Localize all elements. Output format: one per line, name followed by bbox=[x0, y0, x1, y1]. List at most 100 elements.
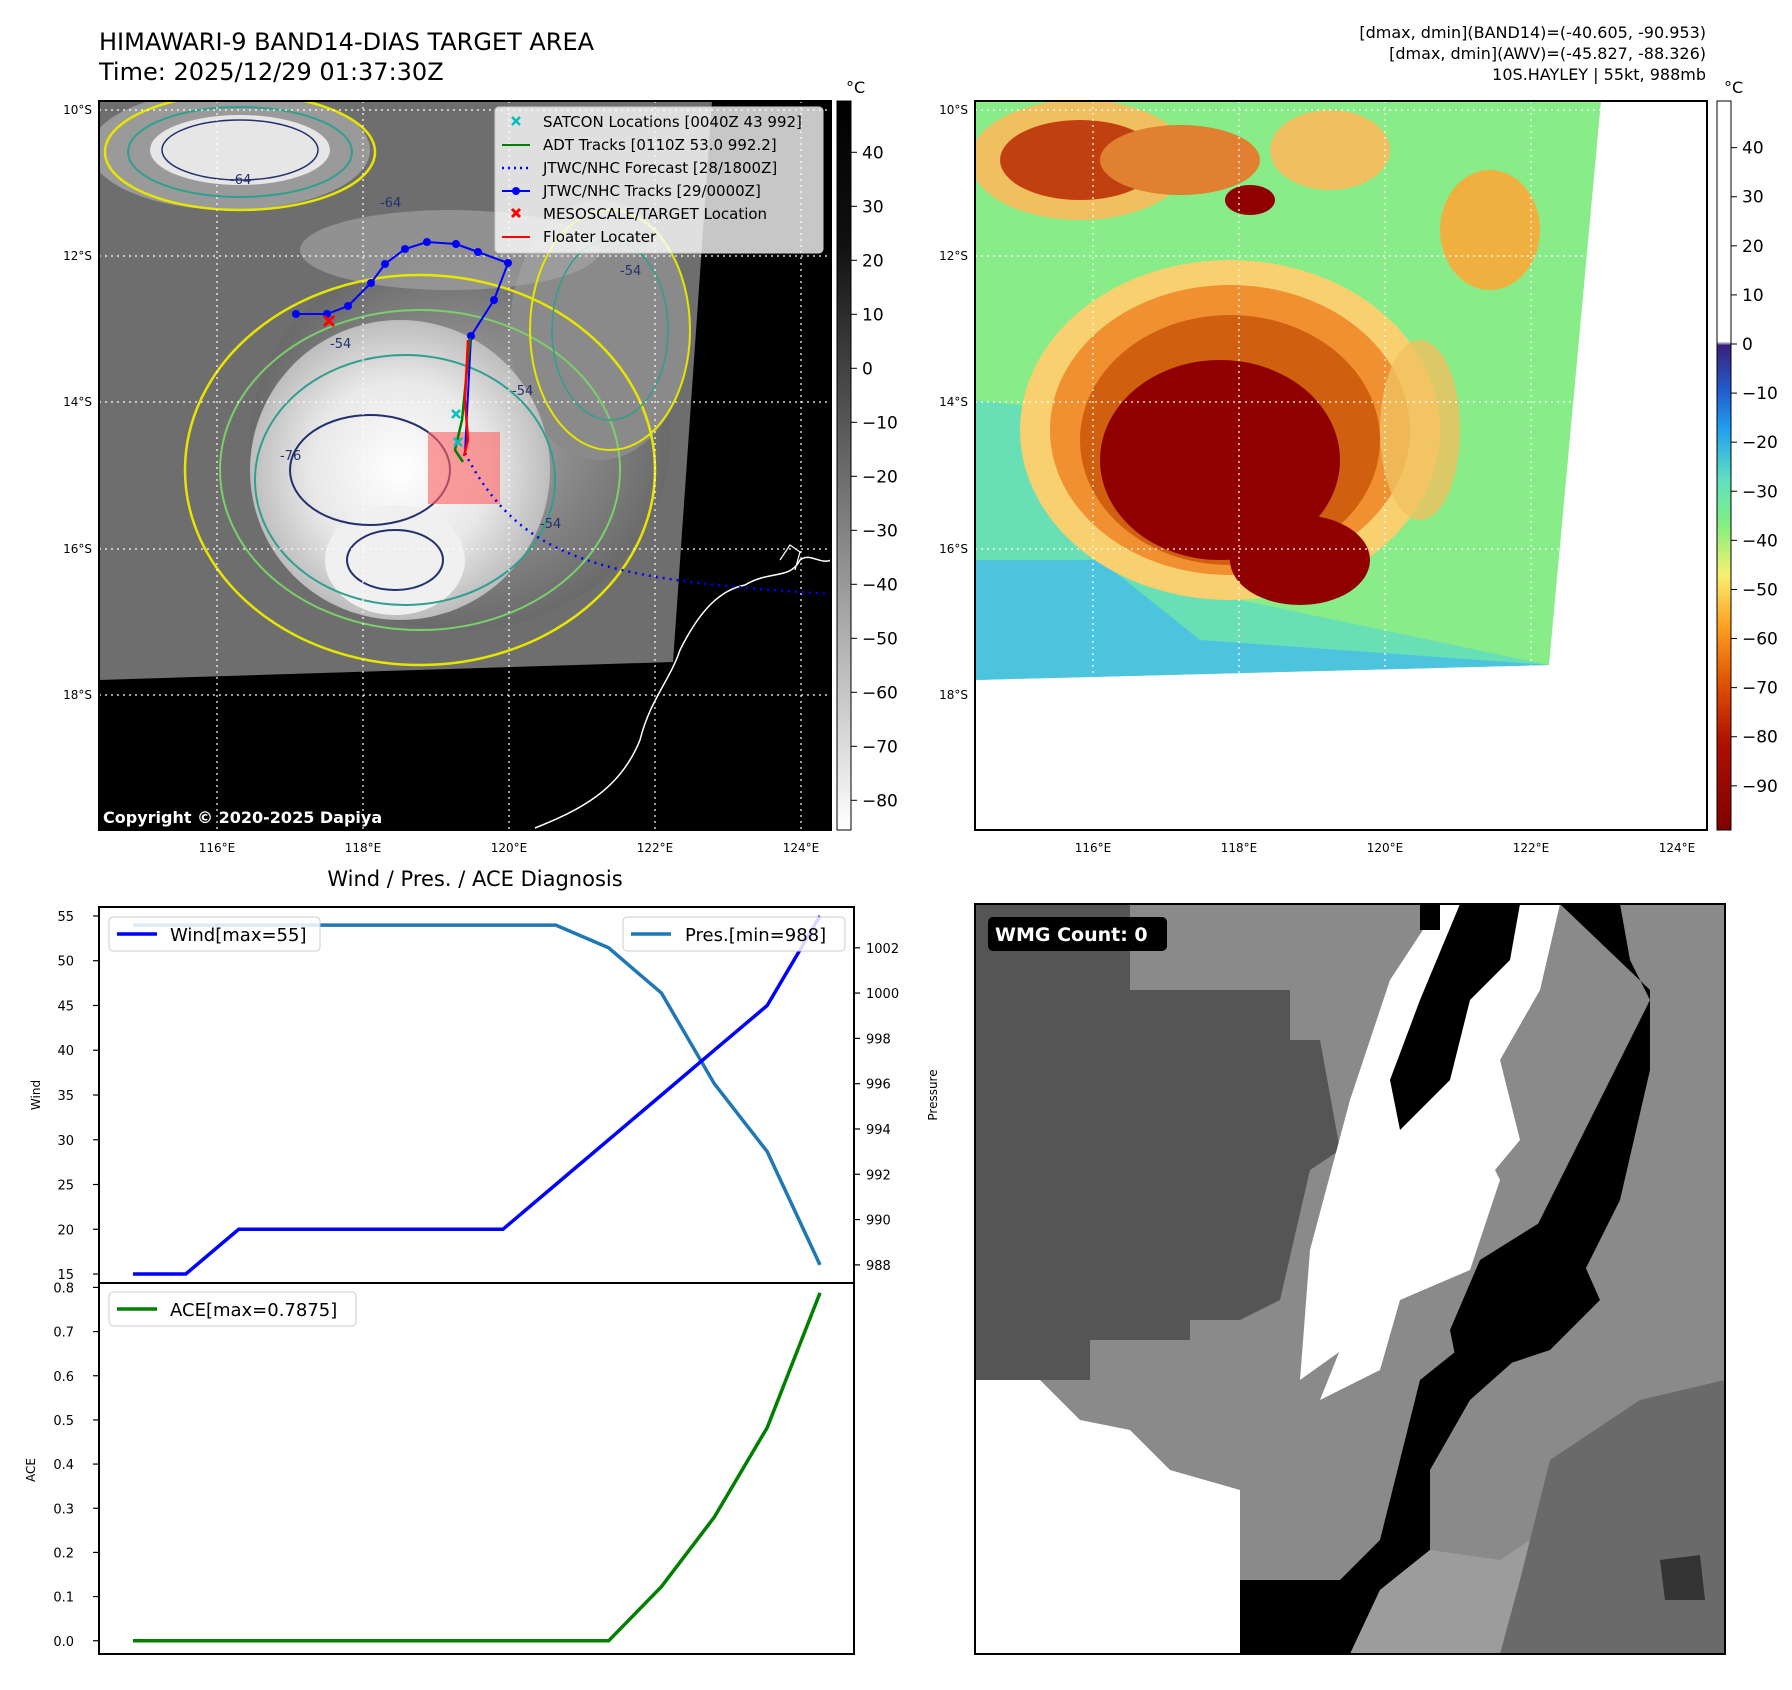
pressure-legend: Pres.[min=988] bbox=[622, 916, 846, 952]
colorbar-tick-label: −50 bbox=[862, 629, 898, 649]
lon-label: 118°E bbox=[345, 841, 382, 855]
axis-tick-label: 15 bbox=[57, 1268, 74, 1283]
contour-label: -76 bbox=[280, 449, 301, 464]
lat-label: 14°S bbox=[939, 395, 968, 409]
colorbar-unit: °C bbox=[1724, 78, 1743, 97]
legend-label: ADT Tracks [0110Z 53.0 992.2] bbox=[543, 136, 777, 154]
ir-colorbar: °C 40 30 20 10 0 −10 −20 −30 −40 −50 −60 −70 −80 bbox=[836, 78, 898, 831]
contour-label: -64 bbox=[230, 173, 251, 188]
lat-label: 14°S bbox=[63, 395, 92, 409]
contour-label: -54 bbox=[620, 264, 641, 279]
wind-series-line bbox=[133, 915, 822, 1276]
wind-pres-axes bbox=[98, 906, 855, 1284]
ace-axes bbox=[98, 1282, 855, 1655]
colorbar-tick-label: −70 bbox=[862, 737, 898, 757]
color-map-panel: [dmax, dmin](BAND14)=(-40.605, -90.953) … bbox=[939, 23, 1778, 855]
colorbar-tick-label: 40 bbox=[1742, 139, 1764, 159]
axis-tick-label: 994 bbox=[866, 1123, 891, 1138]
pressure-axis-label: Pressure bbox=[926, 1069, 940, 1120]
axis-tick-label: 0.2 bbox=[53, 1546, 74, 1561]
colorbar-tick-label: −50 bbox=[1742, 580, 1778, 600]
colorbar-tick-label: 40 bbox=[862, 143, 884, 163]
copyright-text: Copyright © 2020-2025 Dapiya bbox=[103, 808, 382, 827]
panel-title: HIMAWARI-9 BAND14-DIAS TARGET AREA bbox=[99, 28, 595, 56]
wmg-frame bbox=[974, 903, 1726, 1655]
colorbar-tick-label: −10 bbox=[862, 413, 898, 433]
info-storm: 10S.HAYLEY | 55kt, 988mb bbox=[1492, 65, 1706, 84]
legend-label: SATCON Locations [0040Z 43 992] bbox=[543, 113, 802, 131]
axis-tick-label: 1000 bbox=[866, 987, 899, 1002]
lon-label: 116°E bbox=[1075, 841, 1112, 855]
pressure-legend-label: Pres.[min=988] bbox=[685, 925, 826, 946]
axis-tick-label: 0.3 bbox=[53, 1502, 74, 1517]
colorbar-tick-label: −80 bbox=[1742, 728, 1778, 748]
colorbar-tick-label: −30 bbox=[1742, 482, 1778, 502]
axis-tick-label: 25 bbox=[57, 1179, 74, 1194]
color-map-frame bbox=[974, 100, 1708, 831]
legend-label: JTWC/NHC Forecast [28/1800Z] bbox=[542, 159, 777, 177]
ace-axis-label: ACE bbox=[24, 1458, 38, 1482]
lat-label: 16°S bbox=[63, 542, 92, 556]
ir-map-panel: HIMAWARI-9 BAND14-DIAS TARGET AREA Time:… bbox=[63, 28, 898, 855]
wind-axis-label: Wind bbox=[29, 1080, 43, 1110]
legend-label: MESOSCALE/TARGET Location bbox=[543, 205, 767, 223]
wmg-count-badge: WMG Count: 0 bbox=[988, 917, 1167, 951]
ace-legend: ACE[max=0.7875] bbox=[108, 1291, 357, 1327]
axis-tick-label: 35 bbox=[57, 1089, 74, 1104]
lat-label: 10°S bbox=[939, 103, 968, 117]
axis-tick-label: 0.5 bbox=[53, 1414, 74, 1429]
colorbar-tick-label: −60 bbox=[1742, 630, 1778, 650]
axis-tick-label: 0.1 bbox=[53, 1591, 74, 1606]
axis-tick-label: 45 bbox=[57, 999, 74, 1014]
lat-label: 18°S bbox=[939, 688, 968, 702]
colorbar-tick-label: 20 bbox=[862, 251, 884, 271]
lat-label: 16°S bbox=[939, 542, 968, 556]
contour-label: -54 bbox=[330, 337, 351, 352]
wind-legend: Wind[max=55] bbox=[108, 916, 321, 952]
colorbar-tick-label: −80 bbox=[862, 791, 898, 811]
axis-tick-label: 1002 bbox=[866, 942, 899, 957]
info-band14: [dmax, dmin](BAND14)=(-40.605, -90.953) bbox=[1359, 23, 1706, 42]
colorbar-tick-label: 10 bbox=[1742, 286, 1764, 306]
axis-tick-label: 0.8 bbox=[53, 1281, 74, 1296]
axis-tick-label: 40 bbox=[57, 1044, 74, 1059]
lon-label: 120°E bbox=[1367, 841, 1404, 855]
panel-time: Time: 2025/12/29 01:37:30Z bbox=[98, 58, 444, 86]
colorbar-tick-label: −90 bbox=[1742, 777, 1778, 797]
colorbar-unit: °C bbox=[846, 78, 865, 97]
lat-label: 18°S bbox=[63, 688, 92, 702]
colorbar-tick-label: 30 bbox=[862, 197, 884, 217]
axis-tick-label: 992 bbox=[866, 1168, 891, 1183]
axis-tick-label: 0.7 bbox=[53, 1326, 74, 1341]
axis-tick-label: 988 bbox=[866, 1259, 891, 1274]
ace-series-line bbox=[133, 1292, 822, 1643]
wmg-image bbox=[975, 904, 1725, 1654]
colorbar-tick-label: −10 bbox=[1742, 384, 1778, 404]
colorbar-tick-label: −20 bbox=[862, 467, 898, 487]
lat-label: 12°S bbox=[63, 249, 92, 263]
colorbar-tick-label: 0 bbox=[862, 359, 873, 379]
lon-label: 124°E bbox=[1659, 841, 1696, 855]
axis-tick-label: 0.6 bbox=[53, 1370, 74, 1385]
wind-legend-label: Wind[max=55] bbox=[170, 925, 307, 946]
axis-tick-label: 996 bbox=[866, 1078, 891, 1093]
lat-label: 12°S bbox=[939, 249, 968, 263]
axis-tick-label: 50 bbox=[57, 955, 74, 970]
axis-tick-label: 0.4 bbox=[53, 1458, 74, 1473]
lon-label: 124°E bbox=[783, 841, 820, 855]
lon-label: 122°E bbox=[1513, 841, 1550, 855]
lon-label: 122°E bbox=[637, 841, 674, 855]
colorbar-tick-label: −70 bbox=[1742, 679, 1778, 699]
ace-legend-label: ACE[max=0.7875] bbox=[170, 1300, 337, 1321]
color-colorbar: °C 40 30 20 10 0 −10 −20 −30 −40 −50 −60 −70 −80 −90 bbox=[1716, 78, 1778, 831]
axis-tick-label: 55 bbox=[57, 910, 74, 925]
colorbar-tick-label: 10 bbox=[862, 305, 884, 325]
lon-label: 118°E bbox=[1221, 841, 1258, 855]
contour-label: -54 bbox=[540, 517, 561, 532]
legend-label: JTWC/NHC Tracks [29/0000Z] bbox=[542, 182, 761, 200]
ir-map-frame bbox=[98, 100, 832, 831]
legend-label: Floater Locater bbox=[543, 228, 657, 246]
colorbar-tick-label: −40 bbox=[862, 575, 898, 595]
colorbar-tick-label: −40 bbox=[1742, 531, 1778, 551]
lon-label: 120°E bbox=[491, 841, 528, 855]
